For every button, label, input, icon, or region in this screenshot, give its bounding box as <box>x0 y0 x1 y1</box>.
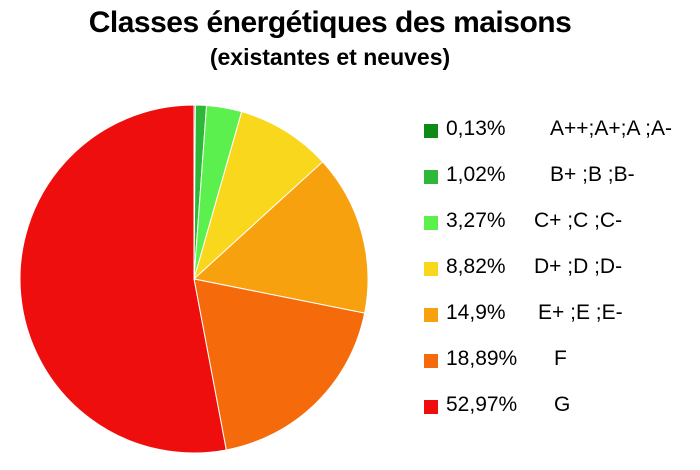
legend-item: 52,97% G <box>422 393 697 439</box>
legend-item: 0,13% A++;A+;A ;A- <box>422 117 697 163</box>
legend-swatch <box>424 216 438 230</box>
chart-title: Classes énergétiques des maisons <box>88 6 572 39</box>
legend-value: 18,89% <box>446 347 518 370</box>
legend-swatch <box>424 124 438 138</box>
legend-label: C+ ;C ;C- <box>534 209 623 232</box>
legend-item: 1,02% B+ ;B ;B- <box>422 163 697 209</box>
legend-item: 3,27% C+ ;C ;C- <box>422 209 697 255</box>
legend-value: 52,97% <box>446 393 518 416</box>
legend-value: 8,82% <box>446 255 506 278</box>
legend-swatch <box>424 262 438 276</box>
legend-label: A++;A+;A ;A- <box>550 117 672 140</box>
legend-item: 18,89% F <box>422 347 697 393</box>
pie-slice-5 <box>193 278 366 451</box>
pie-slice-3 <box>193 111 324 281</box>
legend-value: 3,27% <box>446 209 506 232</box>
legend-label: F <box>554 347 567 370</box>
pie-slice-6 <box>19 104 227 454</box>
legend-swatch <box>424 354 438 368</box>
legend-swatch <box>424 170 438 184</box>
legend-value: 1,02% <box>446 163 506 186</box>
legend-value: 14,9% <box>446 301 506 324</box>
legend-item: 8,82% D+ ;D ;D- <box>422 255 697 301</box>
legend-label: E+ ;E ;E- <box>538 301 623 324</box>
chart-subtitle: (existantes et neuves) <box>209 44 451 70</box>
legend-item: 14,9% E+ ;E ;E- <box>422 301 697 347</box>
legend-label: B+ ;B ;B- <box>550 163 635 186</box>
legend-label: D+ ;D ;D- <box>534 255 623 278</box>
legend: 0,13% A++;A+;A ;A- 1,02% B+ ;B ;B- 3,27% C+ ;… <box>422 117 697 439</box>
pie-slice-4 <box>192 161 369 314</box>
legend-value: 0,13% <box>446 117 506 140</box>
legend-swatch <box>424 308 438 322</box>
legend-label: G <box>554 393 571 416</box>
legend-swatch <box>424 400 438 414</box>
